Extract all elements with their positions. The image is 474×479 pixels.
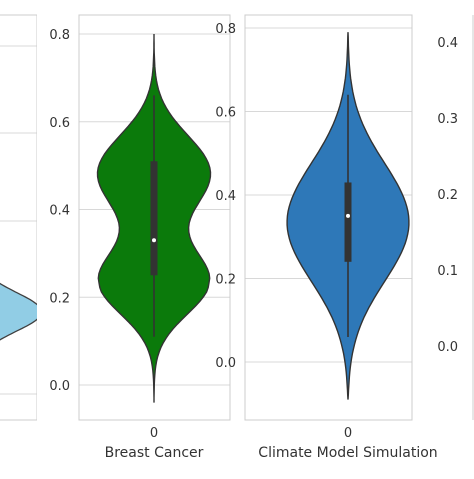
y-tick-label: 0.2	[49, 291, 70, 306]
axes-frame	[0, 14, 37, 421]
y-tick-label: 0.2	[437, 188, 458, 203]
y-tick-label: 0.6	[215, 106, 236, 121]
axes-frame	[244, 14, 413, 421]
y-tick-label: 0.0	[49, 379, 70, 394]
y-tick-label: 0.0	[215, 356, 236, 371]
y-tick-label: 0.6	[49, 116, 70, 131]
violin-body	[0, 282, 37, 341]
y-tick-label: 0.8	[49, 28, 70, 43]
y-tick-label: 0.4	[49, 204, 70, 219]
x-tick-label: 0	[150, 426, 158, 441]
y-tick-label: 0.4	[215, 189, 236, 204]
panel-1: 0.0 0.2 0.4 0.6 0.8 0 Breast Cancer	[49, 14, 231, 461]
median-dot	[346, 213, 350, 218]
y-tick-label: 0.0	[437, 340, 458, 355]
y-tick-label: 0.4	[437, 36, 458, 51]
iqr-box	[150, 161, 158, 276]
y-tick-label: 0.3	[437, 112, 458, 127]
panel-2: 0.0 0.2 0.4 0.6 0.8 0 Climate Model Simulation	[215, 14, 438, 461]
y-tick-label: 0.1	[437, 264, 458, 279]
panel-0	[0, 14, 37, 421]
y-tick-label: 0.8	[215, 22, 236, 37]
median-dot	[152, 238, 156, 243]
iqr-box	[344, 182, 352, 262]
y-tick-label: 0.2	[215, 273, 236, 288]
x-axis-label: Climate Model Simulation	[258, 445, 437, 461]
x-tick-label: 0	[344, 426, 352, 441]
x-axis-label: Breast Cancer	[105, 445, 204, 461]
axes-frame	[78, 14, 231, 421]
